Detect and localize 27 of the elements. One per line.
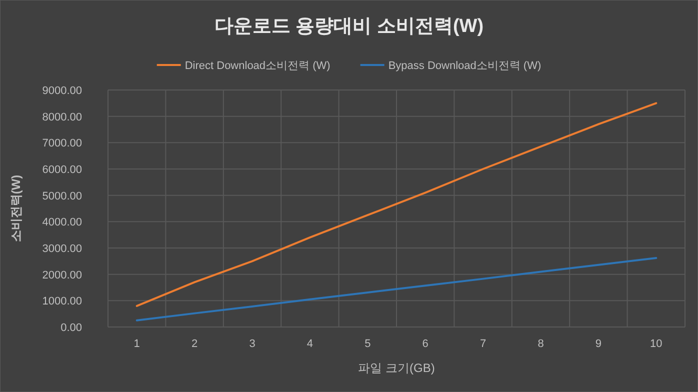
x-tick-label: 10 (650, 338, 662, 350)
chart-title: 다운로드 용량대비 소비전력(W) (214, 16, 484, 37)
x-tick-label: 6 (422, 338, 428, 350)
x-tick-label: 4 (306, 338, 314, 350)
y-tick-label: 3000.00 (42, 243, 82, 255)
x-tick-label: 5 (364, 338, 371, 350)
y-tick-label: 6000.00 (42, 164, 82, 176)
x-tick-label: 3 (249, 338, 256, 350)
x-tick-label: 2 (191, 338, 198, 350)
x-axis-title: 파일 크기(GB) (358, 361, 435, 375)
y-tick-label: 4000.00 (42, 216, 82, 229)
y-axis-title: 소비전력(W) (9, 174, 23, 242)
x-tick-label: 7 (480, 338, 486, 350)
y-tick-label: 8000.00 (42, 111, 82, 124)
y-tick-label: 2000.00 (42, 269, 82, 282)
y-tick-label: 1000.00 (42, 296, 82, 308)
y-tick-label: 7000.00 (42, 138, 82, 150)
y-tick-label: 9000.00 (42, 85, 82, 97)
x-tick-label: 8 (538, 338, 544, 350)
y-tick-label: 0.00 (60, 322, 82, 334)
line-series (136, 257, 658, 322)
line-series (136, 102, 658, 307)
legend-label: Bypass Download소비전력 (W) (388, 60, 542, 72)
legend-label: Direct Download소비전력 (W) (184, 60, 330, 72)
x-tick-label: 9 (595, 338, 602, 350)
x-tick-label: 1 (134, 338, 140, 350)
y-tick-label: 5000.00 (42, 190, 82, 202)
